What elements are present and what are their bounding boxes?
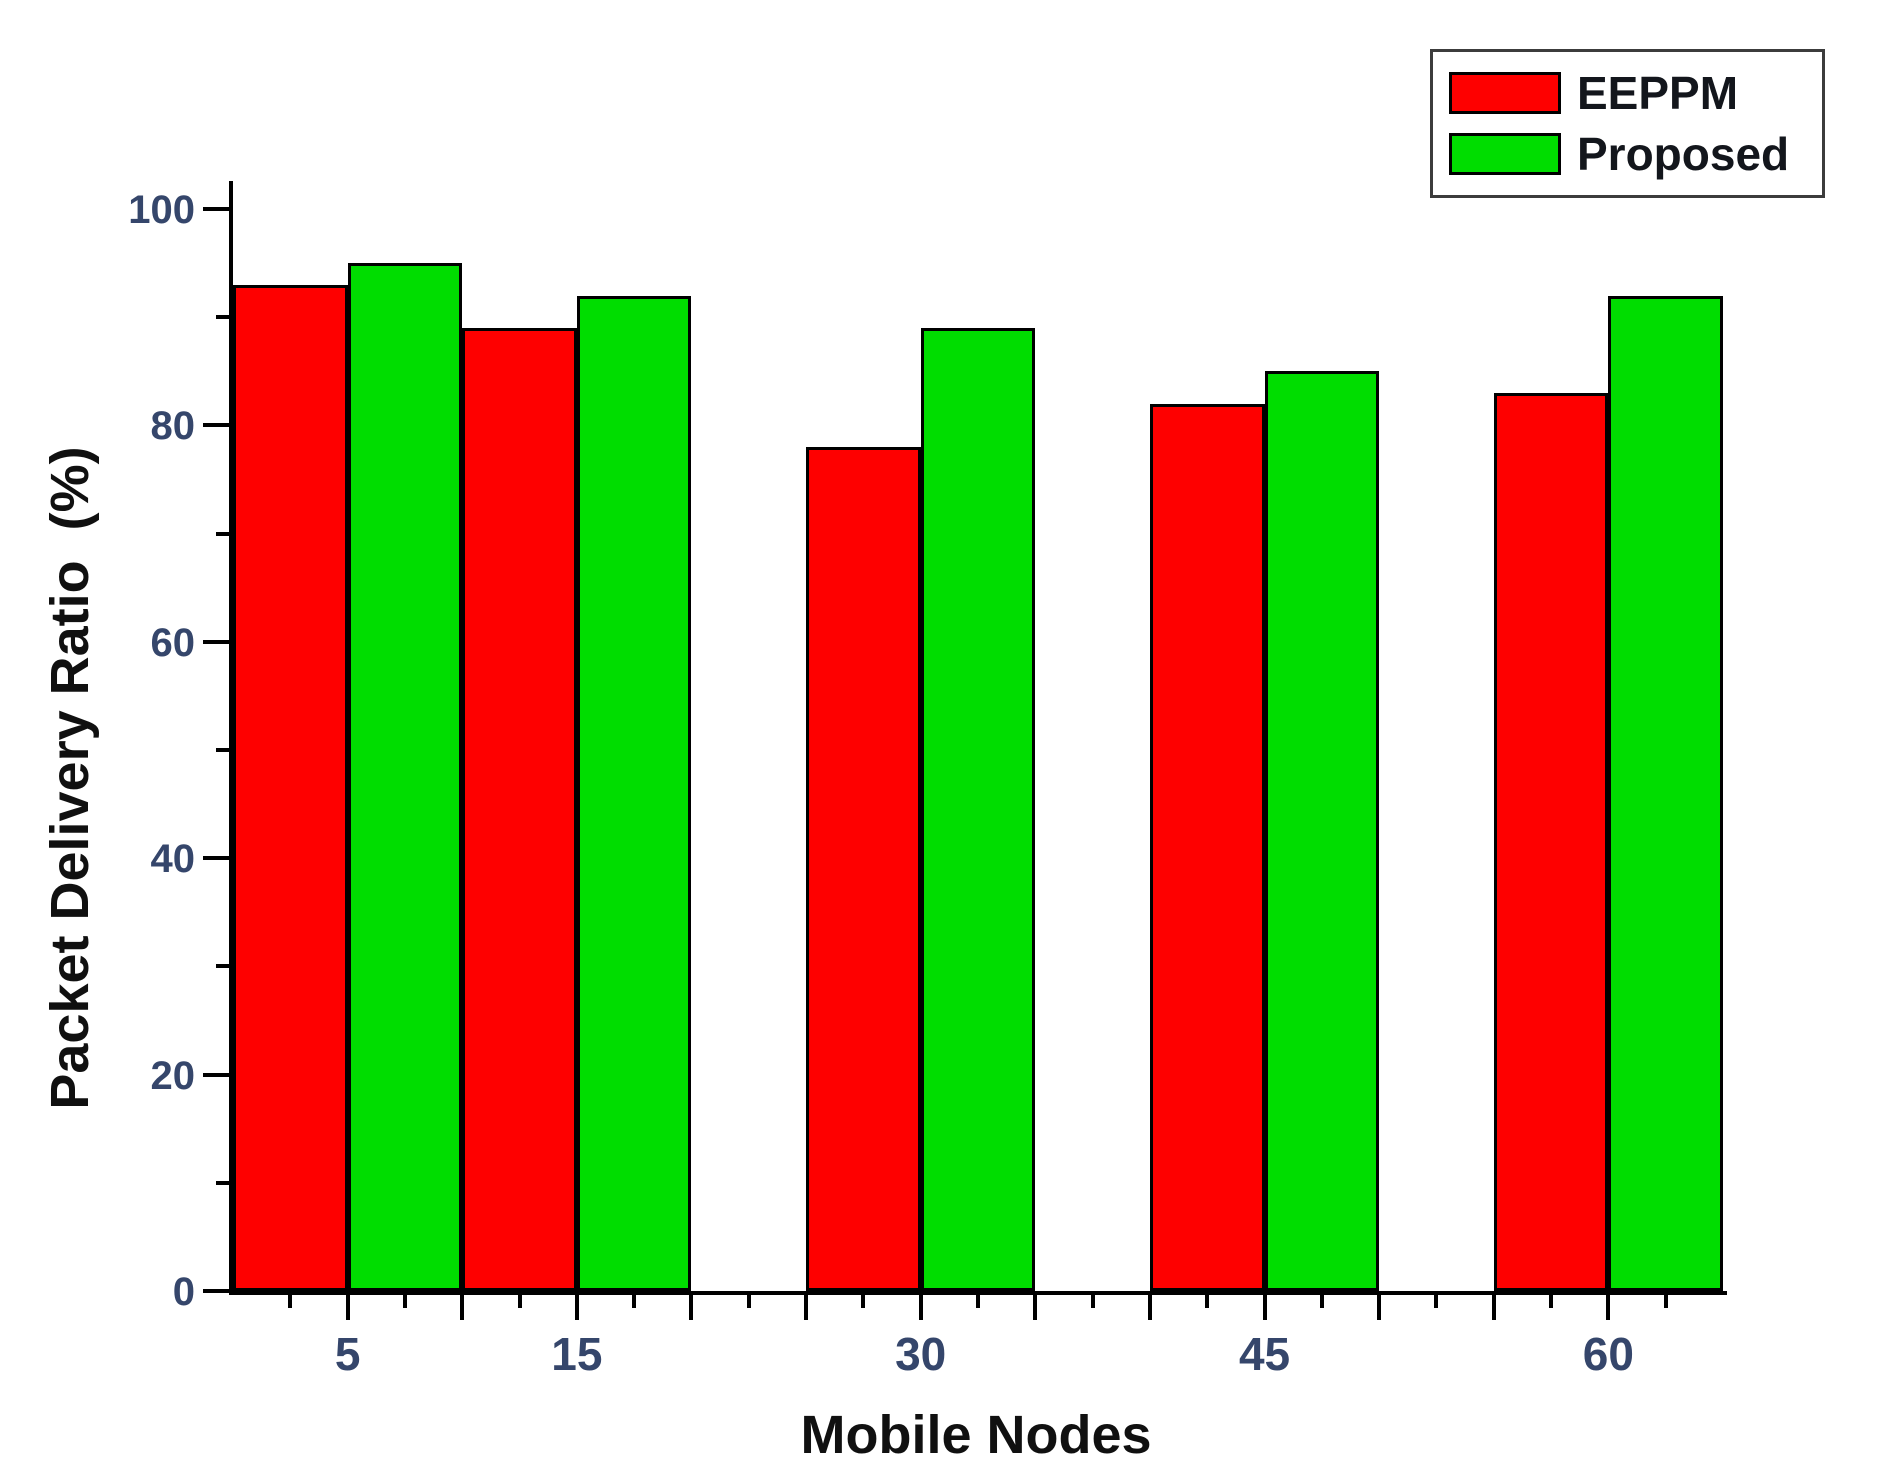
y-minor-tick (216, 1180, 229, 1185)
bar-eeppm-5 (233, 284, 348, 1291)
x-major-tick (460, 1295, 465, 1320)
y-tick-label-40: 40 (150, 837, 196, 882)
x-major-tick (689, 1295, 694, 1320)
x-minor-tick (402, 1295, 407, 1308)
x-minor-tick (288, 1295, 293, 1308)
y-minor-tick (216, 748, 229, 752)
x-minor-tick (1090, 1295, 1095, 1308)
plot-area (229, 181, 1727, 1295)
bar-proposed-60 (1608, 295, 1723, 1291)
y-axis-title: Packet Delivery Ratio (%) (40, 446, 100, 1110)
y-tick-label-100: 100 (128, 188, 195, 232)
x-major-tick (1262, 1295, 1267, 1320)
x-major-tick (345, 1295, 350, 1320)
bar-proposed-15 (576, 295, 692, 1291)
bar-proposed-5 (347, 263, 463, 1291)
bar-eeppm-45 (1149, 403, 1265, 1291)
y-major-tick (203, 1072, 229, 1077)
x-minor-tick (1319, 1295, 1324, 1308)
y-tick-label-60: 60 (150, 620, 196, 665)
x-major-tick (1033, 1295, 1038, 1320)
bar-proposed-30 (920, 328, 1036, 1291)
x-minor-tick (746, 1295, 751, 1308)
x-major-tick (804, 1295, 809, 1320)
y-major-tick (203, 639, 229, 644)
x-axis-title: Mobile Nodes (800, 1405, 1152, 1465)
x-major-tick (1606, 1295, 1611, 1320)
x-minor-tick (1549, 1295, 1554, 1308)
legend: EEPPM Proposed (1430, 49, 1825, 198)
x-minor-tick (632, 1295, 637, 1308)
y-minor-tick (216, 964, 229, 969)
legend-swatch-proposed (1449, 132, 1561, 175)
x-tick-label-15: 15 (551, 1328, 603, 1380)
bar-proposed-45 (1264, 371, 1380, 1291)
x-minor-tick (1434, 1295, 1439, 1308)
legend-swatch-eeppm (1449, 72, 1561, 115)
x-major-tick (574, 1295, 579, 1320)
legend-item-eeppm: EEPPM (1449, 70, 1806, 116)
y-minor-tick (216, 315, 229, 320)
x-tick-label-30: 30 (895, 1328, 947, 1380)
legend-item-proposed: Proposed (1449, 131, 1806, 177)
bar-eeppm-15 (462, 328, 577, 1291)
x-tick-label-5: 5 (334, 1328, 361, 1380)
x-major-tick (1491, 1295, 1496, 1320)
x-major-tick (918, 1295, 923, 1320)
legend-label-eeppm: EEPPM (1577, 67, 1739, 120)
x-minor-tick (861, 1295, 866, 1308)
y-tick-label-80: 80 (150, 404, 196, 449)
y-minor-tick (216, 531, 229, 536)
bar-eeppm-60 (1493, 392, 1609, 1291)
x-tick-label-45: 45 (1238, 1328, 1291, 1380)
x-minor-tick (1205, 1295, 1210, 1308)
y-major-tick (203, 856, 229, 861)
y-tick-label-0: 0 (172, 1270, 195, 1314)
legend-label-proposed: Proposed (1577, 127, 1790, 180)
x-major-tick (1377, 1295, 1382, 1320)
y-tick-label-20: 20 (150, 1053, 196, 1098)
y-major-tick (203, 423, 229, 428)
y-major-tick (203, 207, 229, 211)
x-minor-tick (976, 1295, 980, 1308)
x-minor-tick (517, 1295, 522, 1308)
y-major-tick (203, 1289, 229, 1293)
x-tick-label-60: 60 (1582, 1328, 1634, 1380)
x-major-tick (1147, 1295, 1152, 1320)
bar-eeppm-30 (806, 447, 921, 1291)
x-minor-tick (1663, 1295, 1668, 1308)
